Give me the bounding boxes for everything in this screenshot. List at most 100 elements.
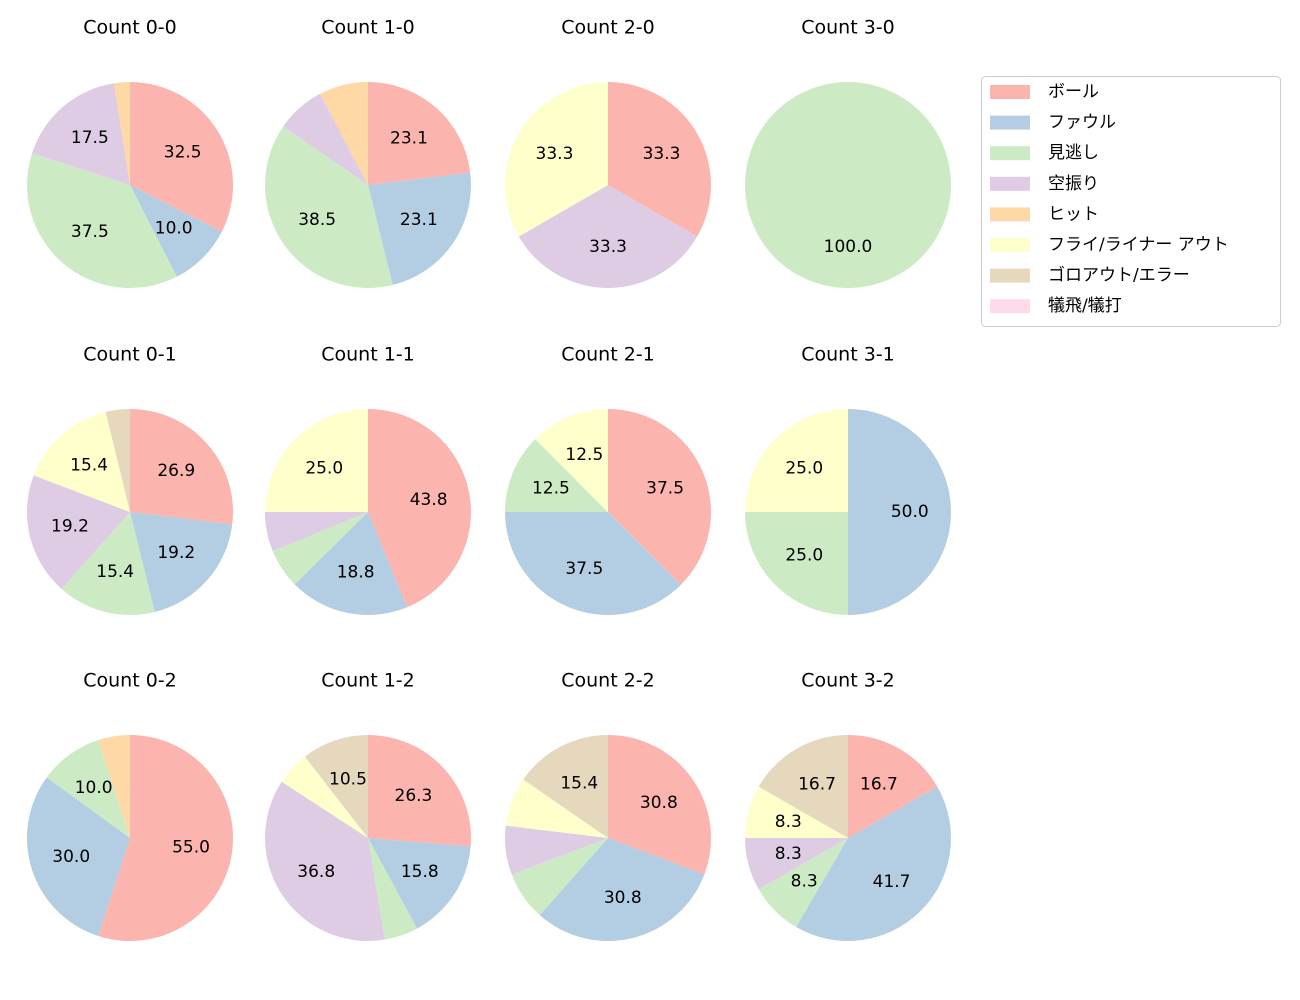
slice-label: 33.3 bbox=[536, 144, 574, 164]
slice-label: 26.9 bbox=[157, 461, 195, 481]
pie-slice bbox=[130, 82, 233, 232]
legend-swatch bbox=[990, 299, 1030, 314]
chart-title: Count 3-0 bbox=[801, 17, 895, 39]
pie-slice bbox=[608, 735, 712, 875]
pie-slice bbox=[523, 735, 608, 838]
pie-slice bbox=[505, 512, 681, 615]
chart-title: Count 3-2 bbox=[801, 670, 895, 692]
chart-title: Count 2-2 bbox=[561, 670, 655, 692]
slice-label: 50.0 bbox=[891, 502, 929, 522]
slice-label: 32.5 bbox=[164, 143, 202, 163]
pie-slice bbox=[504, 825, 608, 875]
pie-slice bbox=[848, 409, 951, 615]
pie-slice bbox=[848, 735, 938, 838]
legend-label: 犠飛/犠打 bbox=[1048, 296, 1122, 316]
slice-label: 23.1 bbox=[390, 129, 428, 149]
slice-label: 19.2 bbox=[51, 517, 89, 537]
slice-label: 33.3 bbox=[643, 144, 681, 164]
pie-slice bbox=[608, 409, 711, 585]
pie-slice bbox=[98, 735, 130, 838]
slice-label: 37.5 bbox=[565, 559, 603, 579]
slice-label: 8.3 bbox=[775, 844, 802, 864]
legend-label: ボール bbox=[1048, 82, 1099, 102]
pie-slice bbox=[283, 93, 368, 185]
pie-slice bbox=[130, 512, 233, 612]
slice-label: 41.7 bbox=[873, 872, 911, 892]
chart-title: Count 3-1 bbox=[801, 344, 895, 366]
pie-slice bbox=[265, 126, 393, 288]
slice-label: 38.5 bbox=[298, 210, 336, 230]
pie-slice bbox=[745, 82, 951, 288]
chart-title: Count 1-2 bbox=[321, 670, 415, 692]
pie-slice bbox=[113, 82, 130, 185]
pie-slice bbox=[130, 409, 233, 525]
pie-slice bbox=[33, 411, 130, 512]
chart-title: Count 0-0 bbox=[83, 17, 177, 39]
pie-slice bbox=[368, 838, 418, 940]
pie-slice bbox=[46, 740, 130, 838]
slice-label: 10.0 bbox=[75, 778, 113, 798]
slice-label: 36.8 bbox=[297, 862, 335, 882]
slice-label: 15.4 bbox=[560, 773, 598, 793]
slice-label: 17.5 bbox=[71, 128, 109, 148]
pie-slice bbox=[265, 781, 385, 941]
pie-slice bbox=[304, 735, 368, 838]
chart-title: Count 0-1 bbox=[83, 344, 177, 366]
legend-swatch bbox=[990, 115, 1030, 130]
chart-title: Count 1-1 bbox=[321, 344, 415, 366]
slice-label: 43.8 bbox=[410, 490, 448, 510]
pie-slice bbox=[265, 512, 368, 552]
pie-slice bbox=[265, 409, 368, 512]
slice-label: 37.5 bbox=[71, 222, 109, 242]
pie-slice bbox=[505, 82, 608, 237]
slice-label: 25.0 bbox=[305, 458, 343, 478]
legend-swatch bbox=[990, 238, 1030, 252]
chart-title: Count 1-0 bbox=[321, 17, 415, 39]
pie-slice bbox=[368, 735, 471, 847]
pie-slice bbox=[130, 185, 222, 277]
pie-slice bbox=[745, 838, 848, 890]
chart-title: Count 2-1 bbox=[561, 344, 655, 366]
legend-label: 見逃し bbox=[1048, 143, 1099, 163]
slice-label: 8.3 bbox=[791, 872, 818, 892]
pie-slice bbox=[320, 82, 368, 185]
pie-slice bbox=[745, 409, 848, 512]
slice-label: 30.8 bbox=[604, 888, 642, 908]
pie-slice bbox=[294, 512, 408, 616]
pie-slice bbox=[368, 838, 471, 929]
legend-label: ヒット bbox=[1048, 204, 1099, 224]
pie-slice bbox=[758, 735, 848, 838]
pie-slice bbox=[26, 777, 130, 936]
slice-label: 33.3 bbox=[589, 237, 627, 257]
pie-slice bbox=[105, 409, 130, 512]
slice-label: 37.5 bbox=[646, 478, 684, 498]
slice-label: 12.5 bbox=[565, 445, 603, 465]
pie-slice bbox=[368, 409, 472, 608]
pie-slice bbox=[511, 838, 608, 916]
slice-label: 8.3 bbox=[775, 812, 802, 832]
pie-slice bbox=[758, 838, 848, 927]
pie-slice bbox=[32, 83, 130, 185]
pie-slice bbox=[796, 786, 952, 942]
chart-title: Count 2-0 bbox=[561, 17, 655, 39]
slice-label: 100.0 bbox=[824, 237, 873, 257]
pie-slice bbox=[368, 82, 471, 185]
pie-slice bbox=[505, 439, 608, 512]
pie-slice bbox=[281, 756, 368, 838]
pie-slice bbox=[61, 512, 155, 615]
slice-label: 26.3 bbox=[395, 786, 433, 806]
legend-label: ゴロアウト/エラー bbox=[1048, 265, 1190, 286]
pie-slice bbox=[505, 779, 608, 838]
pie-slice bbox=[745, 786, 848, 838]
pie-slice bbox=[27, 475, 130, 589]
slice-label: 15.8 bbox=[401, 862, 439, 882]
legend-swatch bbox=[990, 176, 1030, 191]
slice-label: 15.4 bbox=[96, 562, 134, 582]
slice-label: 18.8 bbox=[337, 563, 375, 583]
legend-swatch bbox=[990, 207, 1030, 222]
slice-label: 55.0 bbox=[172, 838, 210, 858]
pie-slice bbox=[745, 512, 848, 615]
legend-box bbox=[981, 76, 1281, 327]
slice-label: 10.5 bbox=[329, 770, 367, 790]
pie-slice bbox=[272, 512, 368, 585]
